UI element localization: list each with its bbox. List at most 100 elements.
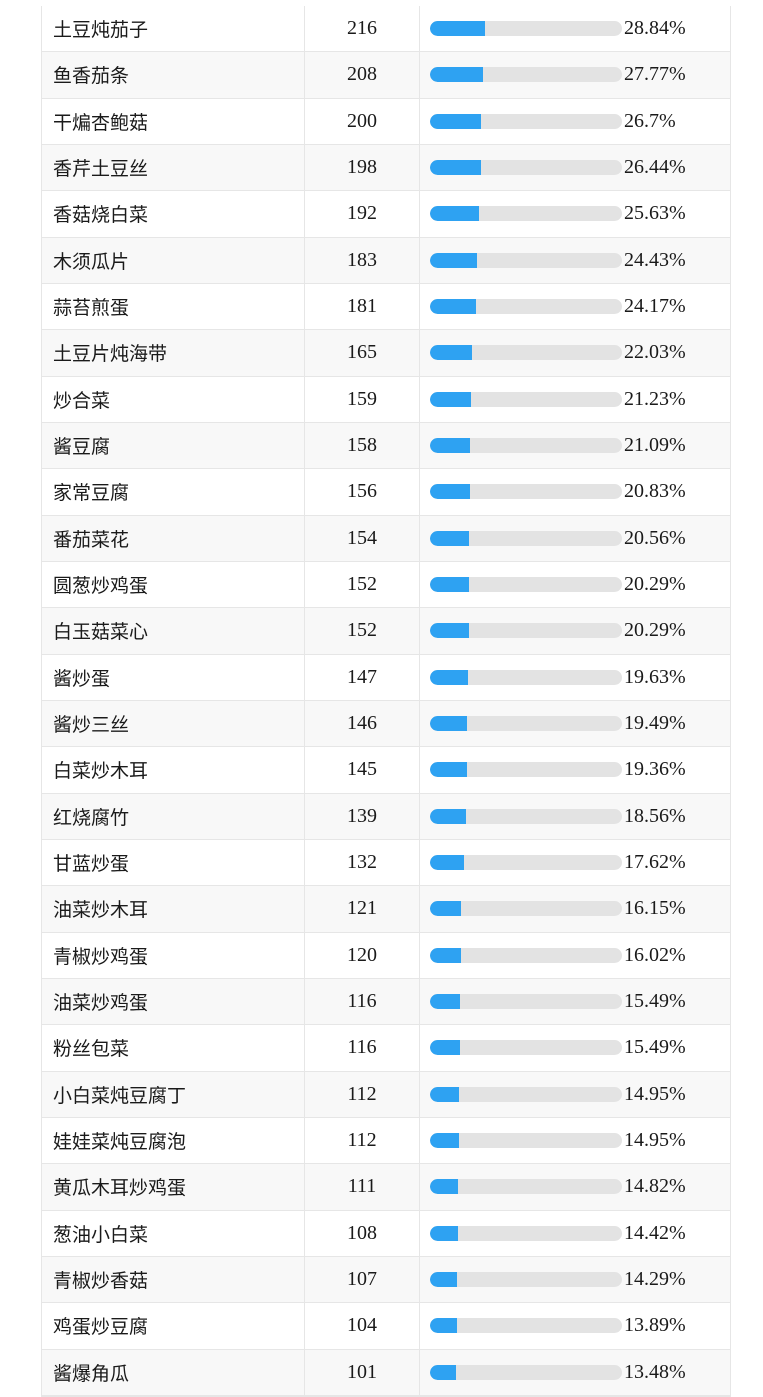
table-row: 红烧腐竹 139 18.56%: [42, 793, 730, 840]
percentage-cell: 13.48%: [420, 1350, 730, 1395]
percentage-bar-track: [430, 1364, 622, 1380]
percentage-cell: 20.29%: [420, 562, 730, 607]
table-row: 番茄菜花 154 20.56%: [42, 515, 730, 562]
percentage-text: 16.02%: [624, 943, 686, 966]
percentage-bar-fill: [430, 345, 473, 361]
percentage-text: 16.15%: [624, 897, 686, 920]
percentage-bar-fill: [430, 252, 477, 268]
percentage-bar-track: [430, 1040, 622, 1056]
percentage-bar-track: [430, 623, 622, 639]
dish-name: 干煸杏鲍菇: [42, 98, 305, 144]
percentage-cell: 22.03%: [420, 330, 730, 375]
dish-name: 小白菜炖豆腐丁: [42, 1071, 305, 1117]
percentage-bar-fill: [430, 1318, 457, 1334]
percentage-cell: 24.43%: [420, 238, 730, 283]
vote-count: 112: [305, 1117, 420, 1164]
percentage-bar-track: [430, 716, 622, 732]
dish-name: 鱼香茄条: [42, 52, 305, 98]
table-row: 粉丝包菜 116 15.49%: [42, 1025, 730, 1072]
percentage-bar-track: [430, 947, 622, 963]
table-row: 木须瓜片 183 24.43%: [42, 237, 730, 284]
table-row: 青椒炒鸡蛋 120 16.02%: [42, 932, 730, 979]
percentage-bar-fill: [430, 808, 466, 824]
vote-count: 111: [305, 1164, 420, 1210]
percentage-bar-track: [430, 577, 622, 593]
percentage-cell: 13.89%: [420, 1303, 730, 1348]
dish-name: 葱油小白菜: [42, 1210, 305, 1256]
percentage-bar-fill: [430, 21, 486, 37]
percentage-bar-fill: [430, 299, 477, 315]
percentage-bar-fill: [430, 623, 469, 639]
percentage-bar-track: [430, 206, 622, 222]
vote-count: 132: [305, 839, 420, 886]
table-row: 鸡蛋炒豆腐 104 13.89%: [42, 1303, 730, 1350]
percentage-cell: 28.84%: [420, 6, 730, 51]
dish-name: 鸡蛋炒豆腐: [42, 1303, 305, 1349]
percentage-bar-track: [430, 345, 622, 361]
dish-name: 土豆炖茄子: [42, 6, 305, 52]
results-table: 土豆炖茄子 216 28.84% 鱼香茄条 208 27.77% 干煸杏鲍菇 200 26.7%…: [41, 6, 731, 1397]
percentage-cell: 21.09%: [420, 423, 730, 468]
percentage-text: 14.29%: [624, 1268, 686, 1291]
table-row: 酱豆腐 158 21.09%: [42, 422, 730, 470]
table-row: 油菜炒木耳 121 16.15%: [42, 886, 730, 933]
table-row: 圆葱炒鸡蛋 152 20.29%: [42, 561, 730, 609]
percentage-cell: 20.56%: [420, 516, 730, 561]
vote-count: 200: [305, 98, 420, 144]
percentage-bar-track: [430, 762, 622, 778]
percentage-text: 14.95%: [624, 1129, 686, 1152]
vote-count: 120: [305, 932, 420, 978]
percentage-bar-track: [430, 21, 622, 37]
percentage-text: 17.62%: [624, 851, 686, 874]
table-row: 酱炒蛋 147 19.63%: [42, 654, 730, 701]
percentage-bar-track: [430, 113, 622, 129]
percentage-cell: 27.77%: [420, 52, 730, 97]
percentage-cell: 18.56%: [420, 794, 730, 839]
percentage-text: 14.95%: [624, 1082, 686, 1105]
percentage-cell: 17.62%: [420, 840, 730, 885]
dish-name: 粉丝包菜: [42, 1025, 305, 1071]
table-row: 酱爆角瓜 101 13.48%: [42, 1349, 730, 1396]
percentage-bar-track: [430, 1272, 622, 1288]
dish-name: 家常豆腐: [42, 469, 305, 515]
table-row: 土豆炖茄子 216 28.84%: [42, 6, 730, 53]
percentage-cell: 19.36%: [420, 747, 730, 792]
table-row: 鱼香茄条 208 27.77%: [42, 52, 730, 99]
percentage-bar-track: [430, 438, 622, 454]
table-row: 家常豆腐 156 20.83%: [42, 469, 730, 516]
percentage-text: 19.49%: [624, 712, 686, 735]
percentage-cell: 14.42%: [420, 1211, 730, 1256]
percentage-bar-fill: [430, 762, 468, 778]
vote-count: 165: [305, 330, 420, 376]
dish-name: 炒合菜: [42, 376, 305, 422]
percentage-text: 19.36%: [624, 758, 686, 781]
table-row: 娃娃菜炖豆腐泡 112 14.95%: [42, 1117, 730, 1165]
percentage-bar-fill: [430, 994, 460, 1010]
percentage-bar-track: [430, 484, 622, 500]
table-row: 炒合菜 159 21.23%: [42, 376, 730, 423]
percentage-bar-track: [430, 299, 622, 315]
vote-count: 183: [305, 237, 420, 283]
percentage-text: 14.42%: [624, 1221, 686, 1244]
percentage-cell: 14.29%: [420, 1257, 730, 1302]
percentage-bar-track: [430, 391, 622, 407]
vote-count: 192: [305, 191, 420, 237]
vote-count: 116: [305, 978, 420, 1025]
percentage-bar-fill: [430, 947, 461, 963]
vote-count: 121: [305, 886, 420, 932]
vote-count: 116: [305, 1025, 420, 1071]
percentage-text: 19.63%: [624, 665, 686, 688]
table-row: 白玉菇菜心 152 20.29%: [42, 608, 730, 655]
dish-name: 黄瓜木耳炒鸡蛋: [42, 1164, 305, 1210]
table-row: 香芹土豆丝 198 26.44%: [42, 144, 730, 192]
table-row: 白菜炒木耳 145 19.36%: [42, 747, 730, 794]
percentage-bar-fill: [430, 484, 470, 500]
percentage-bar-track: [430, 160, 622, 176]
percentage-bar-fill: [430, 669, 468, 685]
percentage-cell: 24.17%: [420, 284, 730, 329]
percentage-bar-track: [430, 994, 622, 1010]
percentage-text: 27.77%: [624, 63, 686, 86]
table-row: 葱油小白菜 108 14.42%: [42, 1210, 730, 1257]
vote-count: 112: [305, 1071, 420, 1117]
percentage-text: 24.43%: [624, 248, 686, 271]
